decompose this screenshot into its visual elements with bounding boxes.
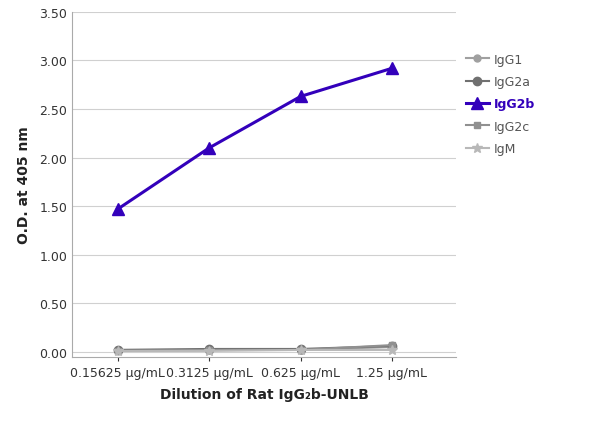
IgM xyxy=(206,348,213,353)
IgG2b xyxy=(388,67,395,72)
IgG1 xyxy=(206,347,213,353)
IgG1 xyxy=(388,344,395,350)
IgM xyxy=(297,347,304,353)
IgG2a xyxy=(388,344,395,349)
IgG2c xyxy=(114,348,121,353)
Line: IgG2c: IgG2c xyxy=(114,342,395,355)
Line: IgG2b: IgG2b xyxy=(112,64,398,215)
IgG2c xyxy=(388,343,395,348)
IgG1 xyxy=(114,347,121,353)
IgG2a xyxy=(114,347,121,353)
IgG1 xyxy=(297,347,304,353)
Line: IgG1: IgG1 xyxy=(114,344,395,353)
IgG2c xyxy=(297,347,304,353)
Line: IgM: IgM xyxy=(113,345,397,356)
X-axis label: Dilution of Rat IgG₂b-UNLB: Dilution of Rat IgG₂b-UNLB xyxy=(160,387,368,401)
IgM xyxy=(388,347,395,353)
IgG2b xyxy=(206,146,213,151)
IgG2c xyxy=(206,347,213,353)
IgG2b xyxy=(114,207,121,212)
Y-axis label: O.D. at 405 nm: O.D. at 405 nm xyxy=(17,126,31,244)
Legend: IgG1, IgG2a, IgG2b, IgG2c, IgM: IgG1, IgG2a, IgG2b, IgG2c, IgM xyxy=(466,54,535,156)
IgG2a xyxy=(297,347,304,352)
IgG2a xyxy=(206,347,213,352)
IgG2b xyxy=(297,95,304,100)
Line: IgG2a: IgG2a xyxy=(113,342,396,354)
IgM xyxy=(114,348,121,353)
